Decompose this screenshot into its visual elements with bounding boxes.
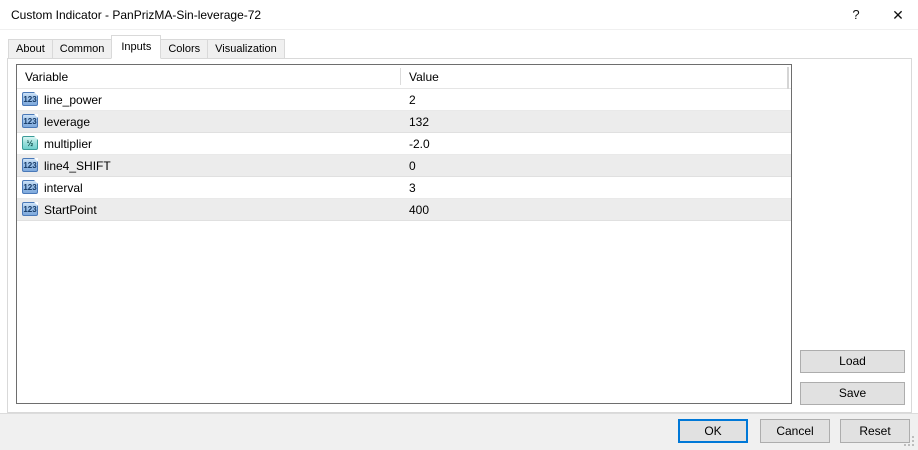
variable-value[interactable]: 2 [409,93,416,107]
table-row[interactable]: 123 line_power 2 [17,89,791,111]
variable-name: leverage [44,115,91,129]
variable-name: StartPoint [44,203,97,217]
tab-visualization[interactable]: Visualization [207,39,285,59]
integer-parameter-icon: 123 [22,180,38,194]
table-row[interactable]: 123 StartPoint 400 [17,199,791,221]
variable-value[interactable]: -2.0 [409,137,430,151]
tab-about[interactable]: About [8,39,53,59]
save-button[interactable]: Save [800,382,905,405]
close-icon[interactable]: ✕ [892,7,904,23]
title-bar: Custom Indicator - PanPrizMA-Sin-leverag… [0,0,918,30]
help-button[interactable]: ? [852,7,860,22]
variable-name: multiplier [44,137,93,151]
integer-parameter-icon: 123 [22,92,38,106]
table-header: Variable Value [17,65,791,90]
table-row[interactable]: 123 line4_SHIFT 0 [17,155,791,177]
column-header-value[interactable]: Value [409,70,439,84]
variable-value[interactable]: 132 [409,115,430,129]
table-row[interactable]: 123 interval 3 [17,177,791,199]
column-header-variable[interactable]: Variable [25,70,69,84]
variable-value[interactable]: 400 [409,203,430,217]
column-divider[interactable] [400,68,401,85]
variable-value[interactable]: 3 [409,181,416,195]
table-row[interactable]: 123 leverage 132 [17,111,791,133]
variable-name: interval [44,181,83,195]
parameters-table: Variable Value 123 line_power 2 123 leve… [16,64,792,404]
integer-parameter-icon: 123 [22,114,38,128]
integer-parameter-icon: 123 [22,202,38,216]
tab-common[interactable]: Common [51,39,113,59]
load-button[interactable]: Load [800,350,905,373]
variable-name: line4_SHIFT [44,159,111,173]
tab-strip: About Common Inputs Colors Visualization [8,35,285,59]
variable-value[interactable]: 0 [409,159,416,173]
ok-button[interactable]: OK [678,419,748,443]
table-row[interactable]: ½ multiplier -2.0 [17,133,791,155]
reset-button[interactable]: Reset [840,419,910,443]
double-parameter-icon: ½ [22,136,38,150]
variable-name: line_power [44,93,103,107]
scrollbar-hint[interactable] [787,67,789,90]
integer-parameter-icon: 123 [22,158,38,172]
window-title: Custom Indicator - PanPrizMA-Sin-leverag… [11,8,262,22]
tab-inputs[interactable]: Inputs [111,35,162,59]
tab-colors[interactable]: Colors [160,39,209,59]
cancel-button[interactable]: Cancel [760,419,830,443]
